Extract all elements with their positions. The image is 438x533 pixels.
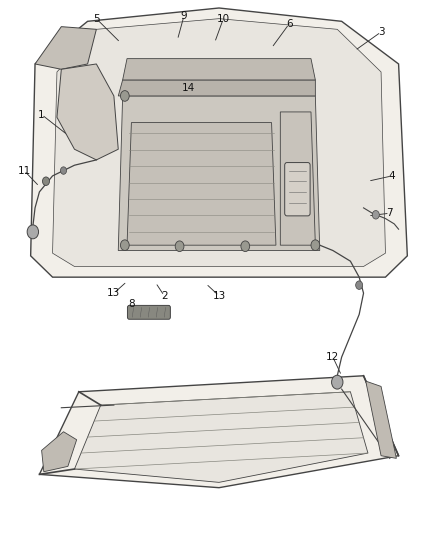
Text: 10: 10: [217, 14, 230, 23]
Text: 13: 13: [212, 291, 226, 301]
Circle shape: [241, 241, 250, 252]
Text: 1: 1: [38, 110, 45, 119]
Text: 14: 14: [182, 83, 195, 93]
Polygon shape: [280, 112, 315, 245]
Circle shape: [60, 167, 67, 174]
Circle shape: [120, 91, 129, 101]
Text: 13: 13: [107, 288, 120, 298]
Polygon shape: [57, 64, 118, 160]
Text: 4: 4: [389, 171, 396, 181]
Circle shape: [311, 240, 320, 251]
Polygon shape: [366, 381, 396, 458]
Circle shape: [175, 241, 184, 252]
Polygon shape: [53, 19, 385, 266]
Circle shape: [42, 177, 49, 185]
FancyBboxPatch shape: [285, 163, 310, 216]
Text: 7: 7: [386, 208, 393, 218]
FancyBboxPatch shape: [127, 305, 170, 319]
Polygon shape: [118, 80, 315, 96]
Polygon shape: [35, 27, 96, 69]
Text: 11: 11: [18, 166, 31, 175]
Polygon shape: [118, 96, 320, 251]
Text: 2: 2: [161, 291, 168, 301]
Circle shape: [332, 375, 343, 389]
Text: 8: 8: [128, 299, 135, 309]
Polygon shape: [39, 376, 399, 488]
Polygon shape: [74, 392, 368, 482]
Text: 12: 12: [326, 352, 339, 362]
Text: 6: 6: [286, 19, 293, 29]
Text: 5: 5: [93, 14, 100, 23]
Polygon shape: [123, 59, 315, 80]
Circle shape: [27, 225, 39, 239]
Polygon shape: [42, 432, 77, 472]
Text: 3: 3: [378, 27, 385, 37]
Text: 9: 9: [180, 11, 187, 21]
Polygon shape: [31, 8, 407, 277]
Circle shape: [372, 211, 379, 219]
Polygon shape: [127, 123, 276, 245]
Circle shape: [356, 281, 363, 289]
Circle shape: [120, 240, 129, 251]
